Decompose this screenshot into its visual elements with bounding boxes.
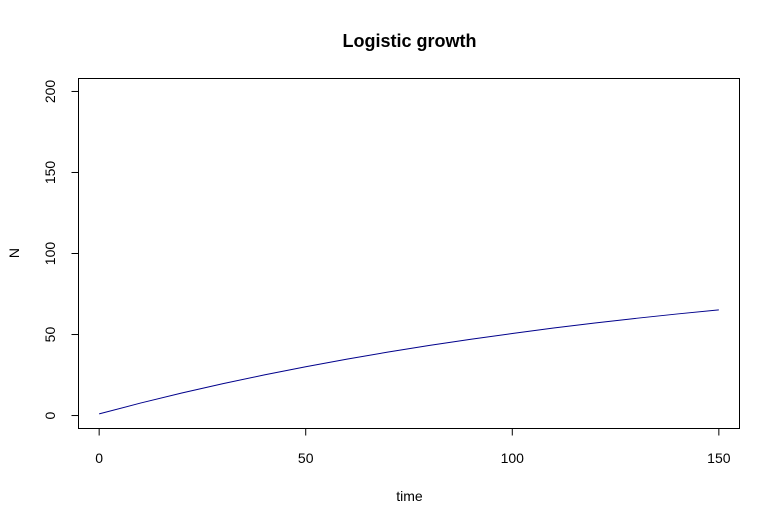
- series-line: [99, 309, 719, 415]
- x-tick-label: 0: [95, 450, 103, 466]
- x-tick-label: 50: [298, 450, 314, 466]
- y-tick-label: 150: [42, 161, 58, 185]
- y-tick-label: 200: [42, 80, 58, 104]
- y-tick-label: 50: [42, 327, 58, 343]
- x-axis: 0 50 100 150: [95, 428, 731, 466]
- chart-title: Logistic growth: [343, 31, 477, 51]
- y-axis: 0 50 100 150 200: [42, 80, 79, 419]
- x-tick-label: 100: [501, 450, 525, 466]
- x-tick-label: 150: [707, 450, 731, 466]
- plot-frame: [78, 78, 740, 429]
- y-tick-label: 0: [42, 411, 58, 419]
- y-axis-label: N: [6, 248, 22, 258]
- y-tick-label: 100: [42, 242, 58, 266]
- x-axis-label: time: [396, 488, 423, 504]
